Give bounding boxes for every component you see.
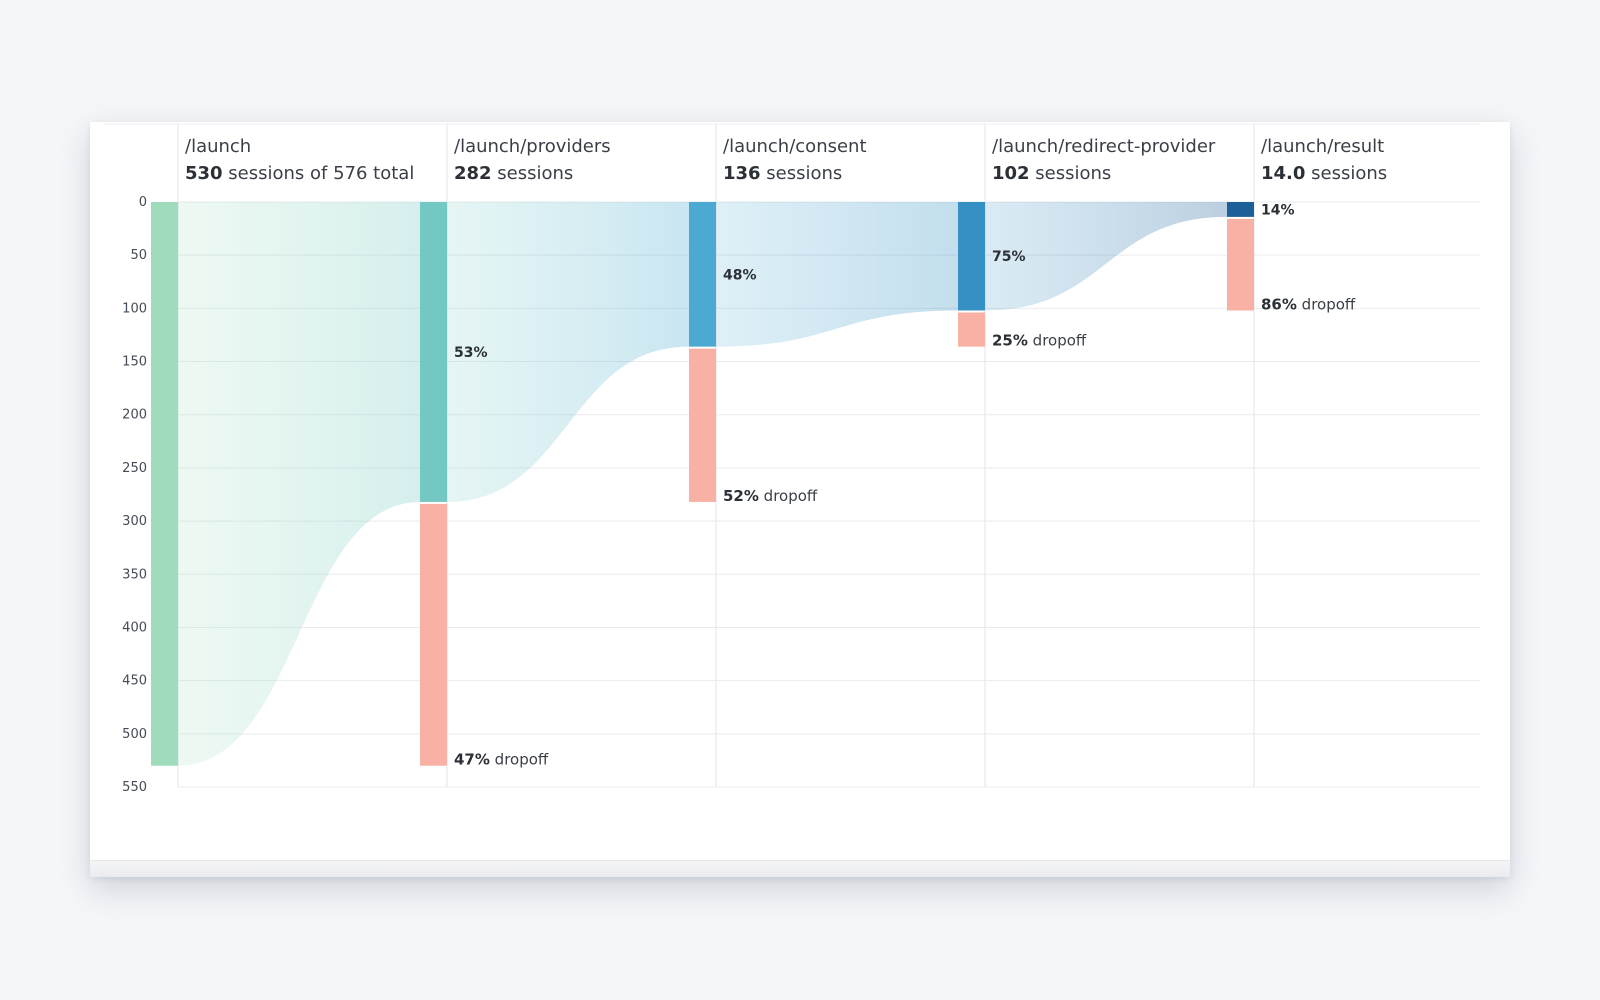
funnel-chart: 53% 47% dropoff 48% 52% dropoff 75% 25% dropo…	[104, 123, 1480, 795]
column-headers: /launch 530 sessions of 576 total/launch/…	[185, 136, 1387, 184]
dropoff-label: 52% dropoff	[723, 487, 818, 505]
y-tick-label: 450	[122, 674, 147, 689]
column-header-path: /launch/consent	[723, 136, 867, 157]
dropoff-label: 47% dropoff	[454, 751, 549, 769]
y-tick-label: 350	[122, 567, 147, 582]
dropoff-bar	[420, 503, 447, 766]
y-tick-label: 500	[122, 727, 147, 742]
bar-launch-consent	[689, 202, 716, 347]
y-tick-label: 400	[122, 620, 147, 635]
y-axis: 0 50 100 150 200 250 300 350 400 450 500 550	[122, 195, 147, 795]
y-tick-label: 100	[122, 301, 147, 316]
y-tick-label: 200	[122, 408, 147, 423]
y-tick-label: 150	[122, 355, 147, 370]
dropoff-bar	[689, 348, 716, 502]
dropoff-bar	[1227, 218, 1254, 311]
column-header-sessions: 530 sessions of 576 total	[185, 163, 414, 184]
flow-area	[447, 202, 689, 502]
y-tick-label: 550	[122, 780, 147, 795]
funnel-card: 53% 47% dropoff 48% 52% dropoff 75% 25% dropo…	[90, 122, 1510, 877]
bar-launch	[151, 202, 178, 766]
card-footer	[90, 860, 1510, 877]
continue-pct-label: 48%	[723, 267, 757, 283]
dropoff-label: 86% dropoff	[1261, 295, 1356, 313]
y-tick-label: 50	[130, 248, 147, 263]
bar-launch-result	[1227, 202, 1254, 217]
continue-pct-label: 14%	[1261, 202, 1295, 218]
y-tick-label: 250	[122, 461, 147, 476]
column-header-path: /launch	[185, 136, 251, 157]
dropoff-label: 25% dropoff	[992, 332, 1087, 350]
y-tick-label: 300	[122, 514, 147, 529]
continue-pct-label: 75%	[992, 249, 1026, 265]
flow-areas	[178, 202, 1227, 766]
y-tick-label: 0	[139, 195, 147, 210]
labels: 53% 47% dropoff 48% 52% dropoff 75% 25% dropo…	[454, 202, 1356, 768]
column-header-path: /launch/result	[1261, 136, 1384, 157]
dropoff-bar	[958, 312, 985, 347]
column-header-sessions: 282 sessions	[454, 163, 573, 184]
flow-area	[716, 202, 958, 347]
bar-launch-providers	[420, 202, 447, 502]
column-header-sessions: 14.0 sessions	[1261, 163, 1387, 184]
flow-area	[985, 202, 1227, 311]
bar-launch-redirect-provider	[958, 202, 985, 311]
column-header-path: /launch/redirect-provider	[992, 136, 1216, 157]
column-header-path: /launch/providers	[454, 136, 611, 157]
flow-area	[178, 202, 420, 766]
continue-pct-label: 53%	[454, 345, 488, 361]
column-header-sessions: 102 sessions	[992, 163, 1111, 184]
bars	[151, 202, 1254, 766]
column-header-sessions: 136 sessions	[723, 163, 842, 184]
